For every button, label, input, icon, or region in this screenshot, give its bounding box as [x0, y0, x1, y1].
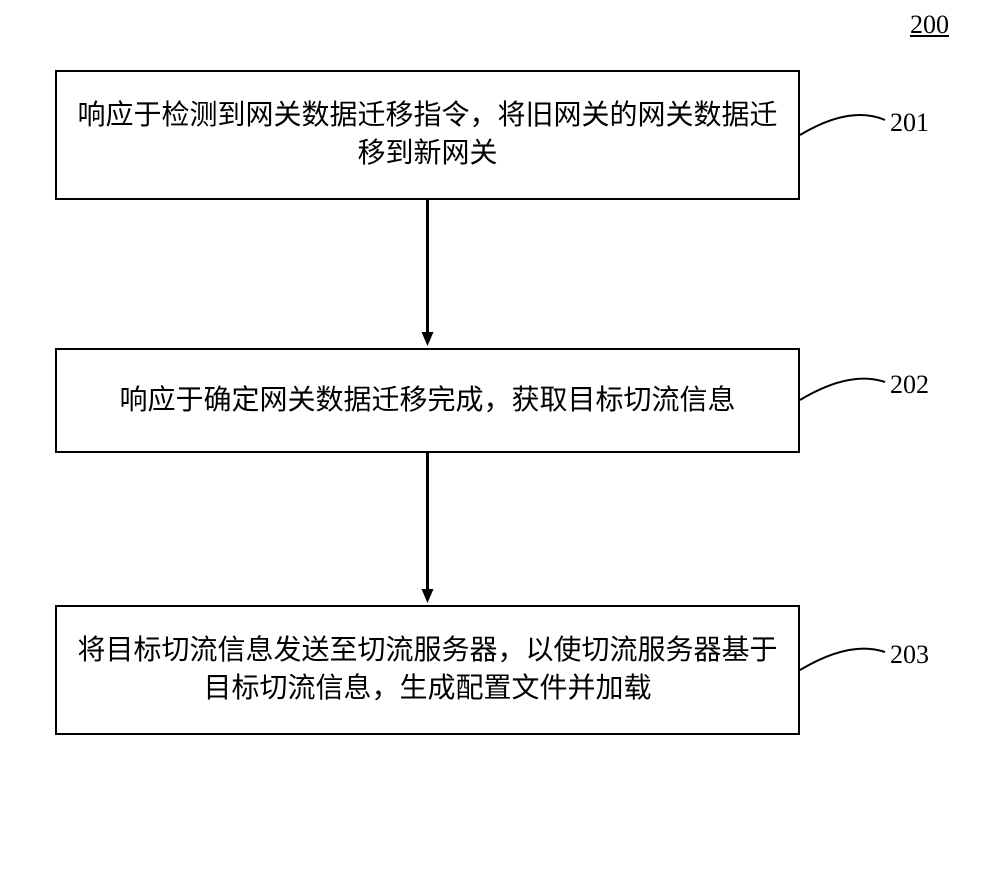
flow-step-3-text: 将目标切流信息发送至切流服务器，以使切流服务器基于目标切流信息，生成配置文件并加…	[69, 632, 786, 708]
flow-step-2-text: 响应于确定网关数据迁移完成，获取目标切流信息	[119, 382, 735, 420]
flowchart-canvas: 200 响应于检测到网关数据迁移指令，将旧网关的网关数据迁移到新网关 201 响…	[0, 0, 1000, 888]
flow-step-3-label: 203	[890, 640, 929, 670]
flow-step-2-label: 202	[890, 370, 929, 400]
flow-step-2: 响应于确定网关数据迁移完成，获取目标切流信息	[55, 348, 800, 453]
flow-step-1-label: 201	[890, 108, 929, 138]
flow-step-1: 响应于检测到网关数据迁移指令，将旧网关的网关数据迁移到新网关	[55, 70, 800, 200]
flow-step-1-text: 响应于检测到网关数据迁移指令，将旧网关的网关数据迁移到新网关	[69, 97, 786, 173]
flow-step-3: 将目标切流信息发送至切流服务器，以使切流服务器基于目标切流信息，生成配置文件并加…	[55, 605, 800, 735]
figure-id-label: 200	[910, 10, 949, 40]
